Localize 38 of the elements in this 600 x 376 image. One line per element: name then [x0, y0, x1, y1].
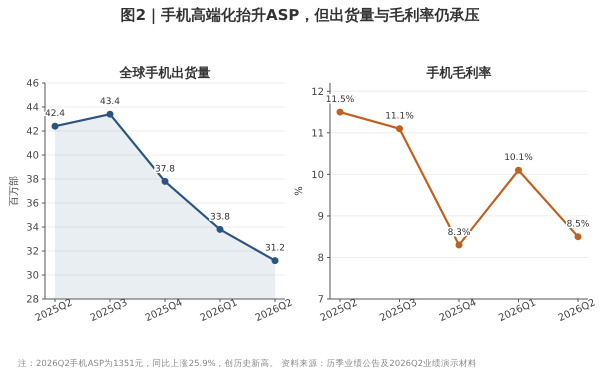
point	[396, 125, 403, 132]
chart-title: 图2｜手机高端化抬升ASP，但出货量与毛利率仍承压	[120, 6, 480, 25]
data-label: 8.5%	[566, 220, 590, 230]
point	[272, 257, 278, 264]
point	[336, 108, 344, 116]
y-tick-label: 9	[318, 211, 324, 222]
point	[106, 110, 114, 118]
data-label: 42.4	[44, 109, 66, 120]
data-label: 33.8	[210, 212, 230, 222]
data-label: 43.4	[100, 97, 120, 108]
chart-subtitle: 全球手机出货量	[118, 65, 210, 81]
point	[574, 233, 582, 240]
y-tick-label: 32	[26, 246, 39, 258]
y-axis-title: 百万部	[8, 176, 20, 206]
data-label: 11.1%	[385, 112, 414, 122]
y-tick-label: 11	[311, 128, 324, 140]
data-label: 31.2	[264, 244, 286, 254]
point	[456, 242, 462, 248]
y-tick-label: 42	[26, 126, 39, 138]
y-tick-label: 10	[311, 170, 324, 181]
y-tick-label: 36	[26, 198, 39, 210]
y-tick-label: 38	[26, 174, 39, 186]
chart-title: 手机毛利率	[426, 65, 492, 81]
point	[162, 178, 168, 185]
y-tick-label: 44	[26, 102, 39, 114]
point	[515, 166, 522, 174]
y-tick-label: 34	[26, 222, 39, 234]
y-tick-label: 40	[26, 150, 39, 162]
data-label: 10.1%	[504, 153, 534, 164]
point	[216, 226, 224, 233]
text: 注：2026Q2手机ASP为1351元，同比上涨25.9%，创历史新高。 资料来源：历季业绩公告及2026Q2业绩演示材料	[18, 358, 478, 369]
y-tick-label: 8	[318, 252, 324, 264]
y-tick-label: 30	[26, 270, 39, 282]
y-axis-title: %	[294, 186, 305, 196]
point	[52, 122, 58, 130]
y-tick-label: 12	[311, 86, 324, 98]
y-tick-label: 46	[26, 78, 39, 90]
data-label: 37.8	[154, 164, 176, 174]
